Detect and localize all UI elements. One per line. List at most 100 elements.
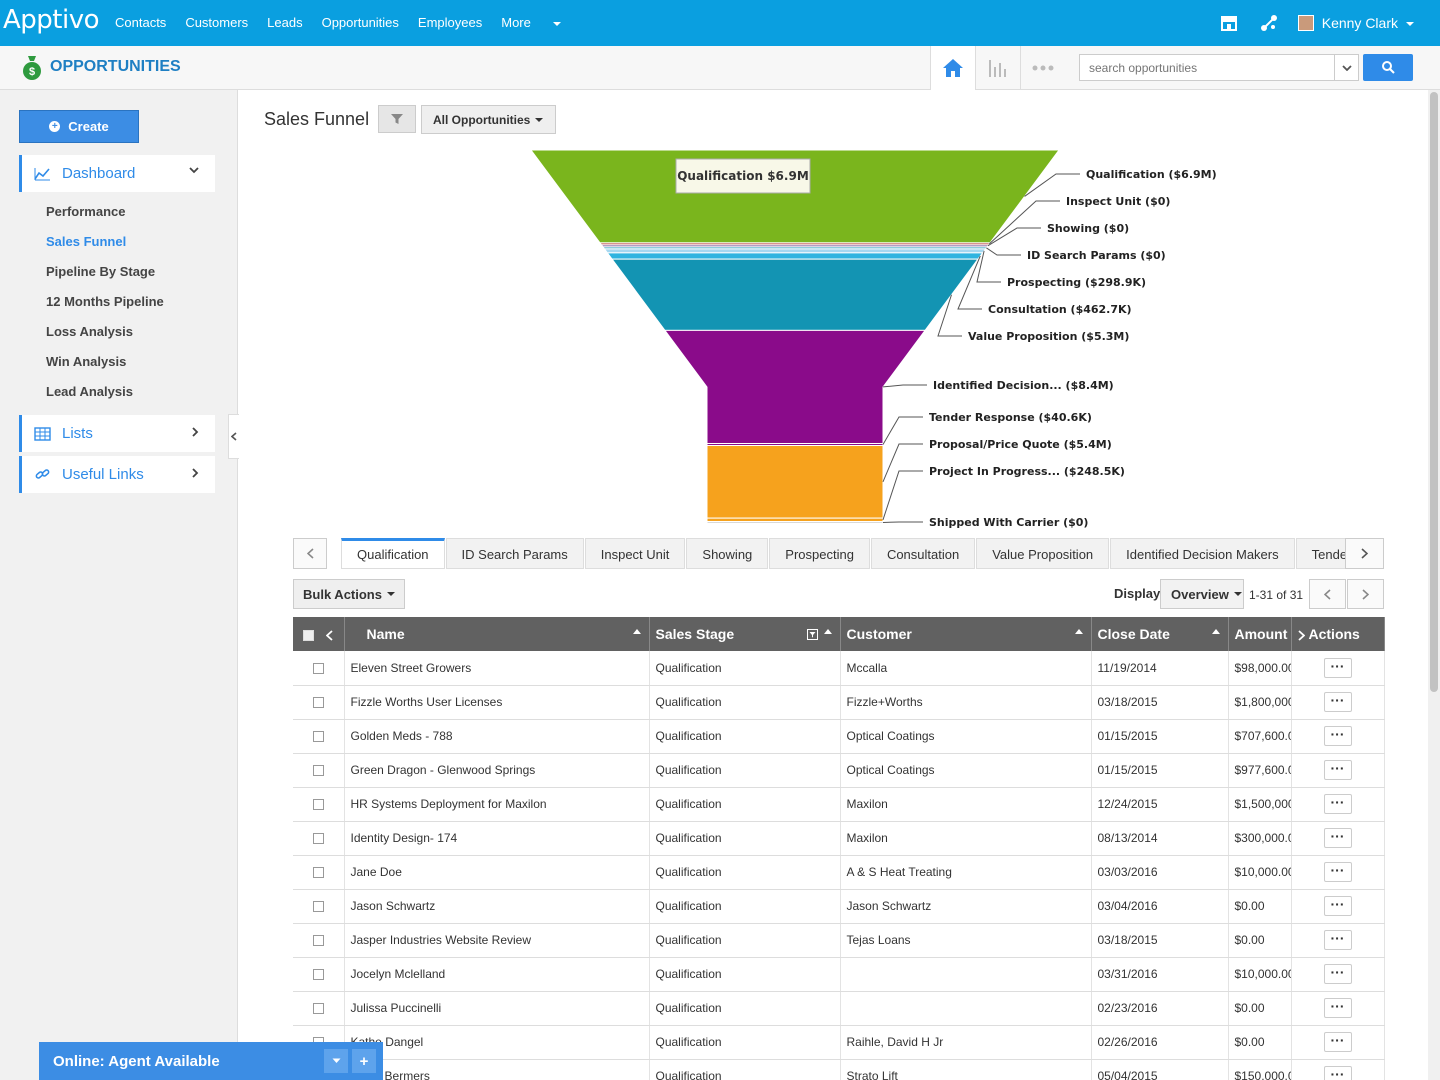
column-header-customer[interactable]: Customer bbox=[840, 617, 1092, 651]
sidebar-section-useful-links[interactable]: Useful Links bbox=[19, 456, 215, 493]
prev-page-button[interactable] bbox=[1309, 579, 1346, 609]
chat-add-button[interactable]: + bbox=[352, 1049, 376, 1073]
store-icon[interactable] bbox=[1218, 13, 1240, 33]
row-actions-button[interactable]: ··· bbox=[1323, 862, 1352, 882]
search-dropdown-button[interactable] bbox=[1334, 55, 1358, 80]
row-actions-button[interactable]: ··· bbox=[1323, 692, 1352, 712]
more-options-button[interactable] bbox=[1020, 46, 1065, 90]
column-header-close-date[interactable]: Close Date bbox=[1091, 617, 1229, 651]
table-row[interactable]: Kathe Dangel Qualification Raihle, David H… bbox=[293, 1025, 1385, 1060]
table-row[interactable]: Jasper Industries Website Review Qualific… bbox=[293, 923, 1385, 958]
table-row[interactable]: Julissa Puccinelli Qualification 02/23/201… bbox=[293, 991, 1385, 1026]
bulk-actions-dropdown[interactable]: Bulk Actions bbox=[293, 579, 405, 609]
nav-customers[interactable]: Customers bbox=[185, 15, 249, 30]
row-checkbox[interactable] bbox=[312, 935, 324, 947]
row-actions-button[interactable]: ··· bbox=[1323, 726, 1352, 746]
table-row[interactable]: Identity Design- 174 Qualification Maxilon… bbox=[293, 821, 1385, 856]
chevron-left-icon[interactable] bbox=[325, 630, 333, 641]
row-checkbox[interactable] bbox=[312, 901, 324, 913]
sidebar-section-dashboard[interactable]: Dashboard bbox=[19, 155, 215, 192]
table-row[interactable]: Jason Schwartz Qualification Jason Schwart… bbox=[293, 889, 1385, 924]
cell-name[interactable]: Jocelyn Mclelland bbox=[344, 957, 650, 992]
row-checkbox[interactable] bbox=[312, 799, 324, 811]
table-row[interactable]: Jocelyn Mclelland Qualification 03/31/2016… bbox=[293, 957, 1385, 992]
filter-button[interactable] bbox=[378, 105, 416, 133]
tab-inspect-unit[interactable]: Inspect Unit bbox=[584, 538, 686, 569]
apptivo-logo[interactable]: Apptivo bbox=[3, 5, 100, 35]
tab-showing[interactable]: Showing bbox=[686, 538, 769, 569]
display-mode-select[interactable]: Overview bbox=[1160, 579, 1244, 609]
table-row[interactable]: Eleven Street Growers Qualification Mccall… bbox=[293, 651, 1385, 686]
tab-prospecting[interactable]: Prospecting bbox=[769, 538, 870, 569]
row-actions-button[interactable]: ··· bbox=[1323, 998, 1352, 1018]
table-row[interactable]: Fizzle Worths User Licenses Qualification… bbox=[293, 685, 1385, 720]
funnel-segment[interactable] bbox=[603, 248, 987, 254]
cell-name[interactable]: Jasper Industries Website Review bbox=[344, 923, 650, 958]
network-icon[interactable] bbox=[1258, 13, 1280, 33]
row-actions-button[interactable]: ··· bbox=[1323, 964, 1352, 984]
row-checkbox[interactable] bbox=[312, 765, 324, 777]
funnel-segment[interactable] bbox=[706, 444, 884, 519]
table-row[interactable]: Green Dragon - Glenwood Springs Qualifica… bbox=[293, 753, 1385, 788]
nav-contacts[interactable]: Contacts bbox=[115, 15, 167, 30]
tab-qualification[interactable]: Qualification bbox=[341, 538, 445, 569]
tab-consultation[interactable]: Consultation bbox=[870, 538, 976, 569]
tab-identified-decision-makers[interactable]: Identified Decision Makers bbox=[1110, 538, 1295, 569]
scrollbar-thumb[interactable] bbox=[1430, 92, 1438, 692]
sidebar-section-lists[interactable]: Lists bbox=[19, 415, 215, 452]
row-actions-button[interactable]: ··· bbox=[1323, 794, 1352, 814]
sidebar-item-pipeline-by-stage[interactable]: Pipeline By Stage bbox=[46, 264, 156, 279]
nav-more[interactable]: More bbox=[501, 15, 561, 30]
nav-opportunities[interactable]: Opportunities bbox=[321, 15, 399, 30]
funnel-segment[interactable] bbox=[706, 520, 884, 524]
live-chat-bar[interactable]: Online: Agent Available + bbox=[39, 1042, 383, 1080]
funnel-segment[interactable] bbox=[706, 517, 884, 522]
cell-name[interactable]: Golden Meds - 788 bbox=[344, 719, 650, 754]
sidebar-item-sales-funnel[interactable]: Sales Funnel bbox=[46, 234, 127, 249]
row-checkbox[interactable] bbox=[312, 697, 324, 709]
opportunity-filter-dropdown[interactable]: All Opportunities bbox=[421, 105, 557, 134]
row-checkbox[interactable] bbox=[312, 663, 324, 675]
column-header-sales-stage[interactable]: Sales Stage bbox=[649, 617, 841, 651]
cell-name[interactable]: Jane Doe bbox=[344, 855, 650, 890]
cell-name[interactable]: Julissa Puccinelli bbox=[344, 991, 650, 1026]
row-actions-button[interactable]: ··· bbox=[1323, 1032, 1352, 1052]
cell-name[interactable]: Eleven Street Growers bbox=[344, 651, 650, 686]
cell-name[interactable]: Jason Schwartz bbox=[344, 889, 650, 924]
search-button[interactable] bbox=[1363, 54, 1413, 81]
tab-value-proposition[interactable]: Value Proposition bbox=[976, 538, 1110, 569]
row-actions-button[interactable]: ··· bbox=[1323, 657, 1352, 678]
row-checkbox[interactable] bbox=[312, 867, 324, 879]
row-checkbox[interactable] bbox=[312, 1003, 324, 1015]
cell-name[interactable]: Identity Design- 174 bbox=[344, 821, 650, 856]
sidebar-item-loss-analysis[interactable]: Loss Analysis bbox=[46, 324, 133, 339]
row-checkbox[interactable] bbox=[312, 731, 324, 743]
user-avatar[interactable] bbox=[1297, 15, 1314, 31]
row-checkbox[interactable] bbox=[312, 833, 324, 845]
row-actions-button[interactable]: ··· bbox=[1323, 828, 1352, 848]
create-button[interactable]: + Create bbox=[19, 110, 139, 143]
table-row[interactable]: Golden Meds - 788 Qualification Optical Co… bbox=[293, 719, 1385, 754]
reports-view-button[interactable] bbox=[975, 46, 1020, 90]
tabs-prev-button[interactable] bbox=[293, 538, 327, 569]
funnel-segment[interactable] bbox=[611, 258, 979, 331]
nav-employees[interactable]: Employees bbox=[417, 15, 483, 30]
column-filter-icon[interactable] bbox=[806, 629, 818, 640]
row-actions-button[interactable]: ··· bbox=[1323, 930, 1352, 950]
sidebar-item-win-analysis[interactable]: Win Analysis bbox=[46, 354, 127, 369]
tabs-next-button[interactable] bbox=[1345, 538, 1384, 569]
nav-leads[interactable]: Leads bbox=[267, 15, 303, 30]
row-checkbox[interactable] bbox=[312, 969, 324, 981]
cell-name[interactable]: HR Systems Deployment for Maxilon bbox=[344, 787, 650, 822]
funnel-segment[interactable] bbox=[606, 252, 984, 260]
column-header-amount[interactable]: Amount bbox=[1228, 617, 1292, 651]
row-actions-button[interactable]: ··· bbox=[1323, 1066, 1352, 1080]
chat-minimize-button[interactable] bbox=[324, 1049, 348, 1073]
row-actions-button[interactable]: ··· bbox=[1323, 896, 1352, 916]
search-input[interactable] bbox=[1080, 55, 1330, 80]
cell-name[interactable]: Fizzle Worths User Licenses bbox=[344, 685, 650, 720]
row-actions-button[interactable]: ··· bbox=[1323, 760, 1352, 780]
next-page-button[interactable] bbox=[1347, 579, 1384, 609]
collapse-sidebar-button[interactable] bbox=[228, 414, 239, 459]
sidebar-item-12-months-pipeline[interactable]: 12 Months Pipeline bbox=[46, 294, 164, 309]
